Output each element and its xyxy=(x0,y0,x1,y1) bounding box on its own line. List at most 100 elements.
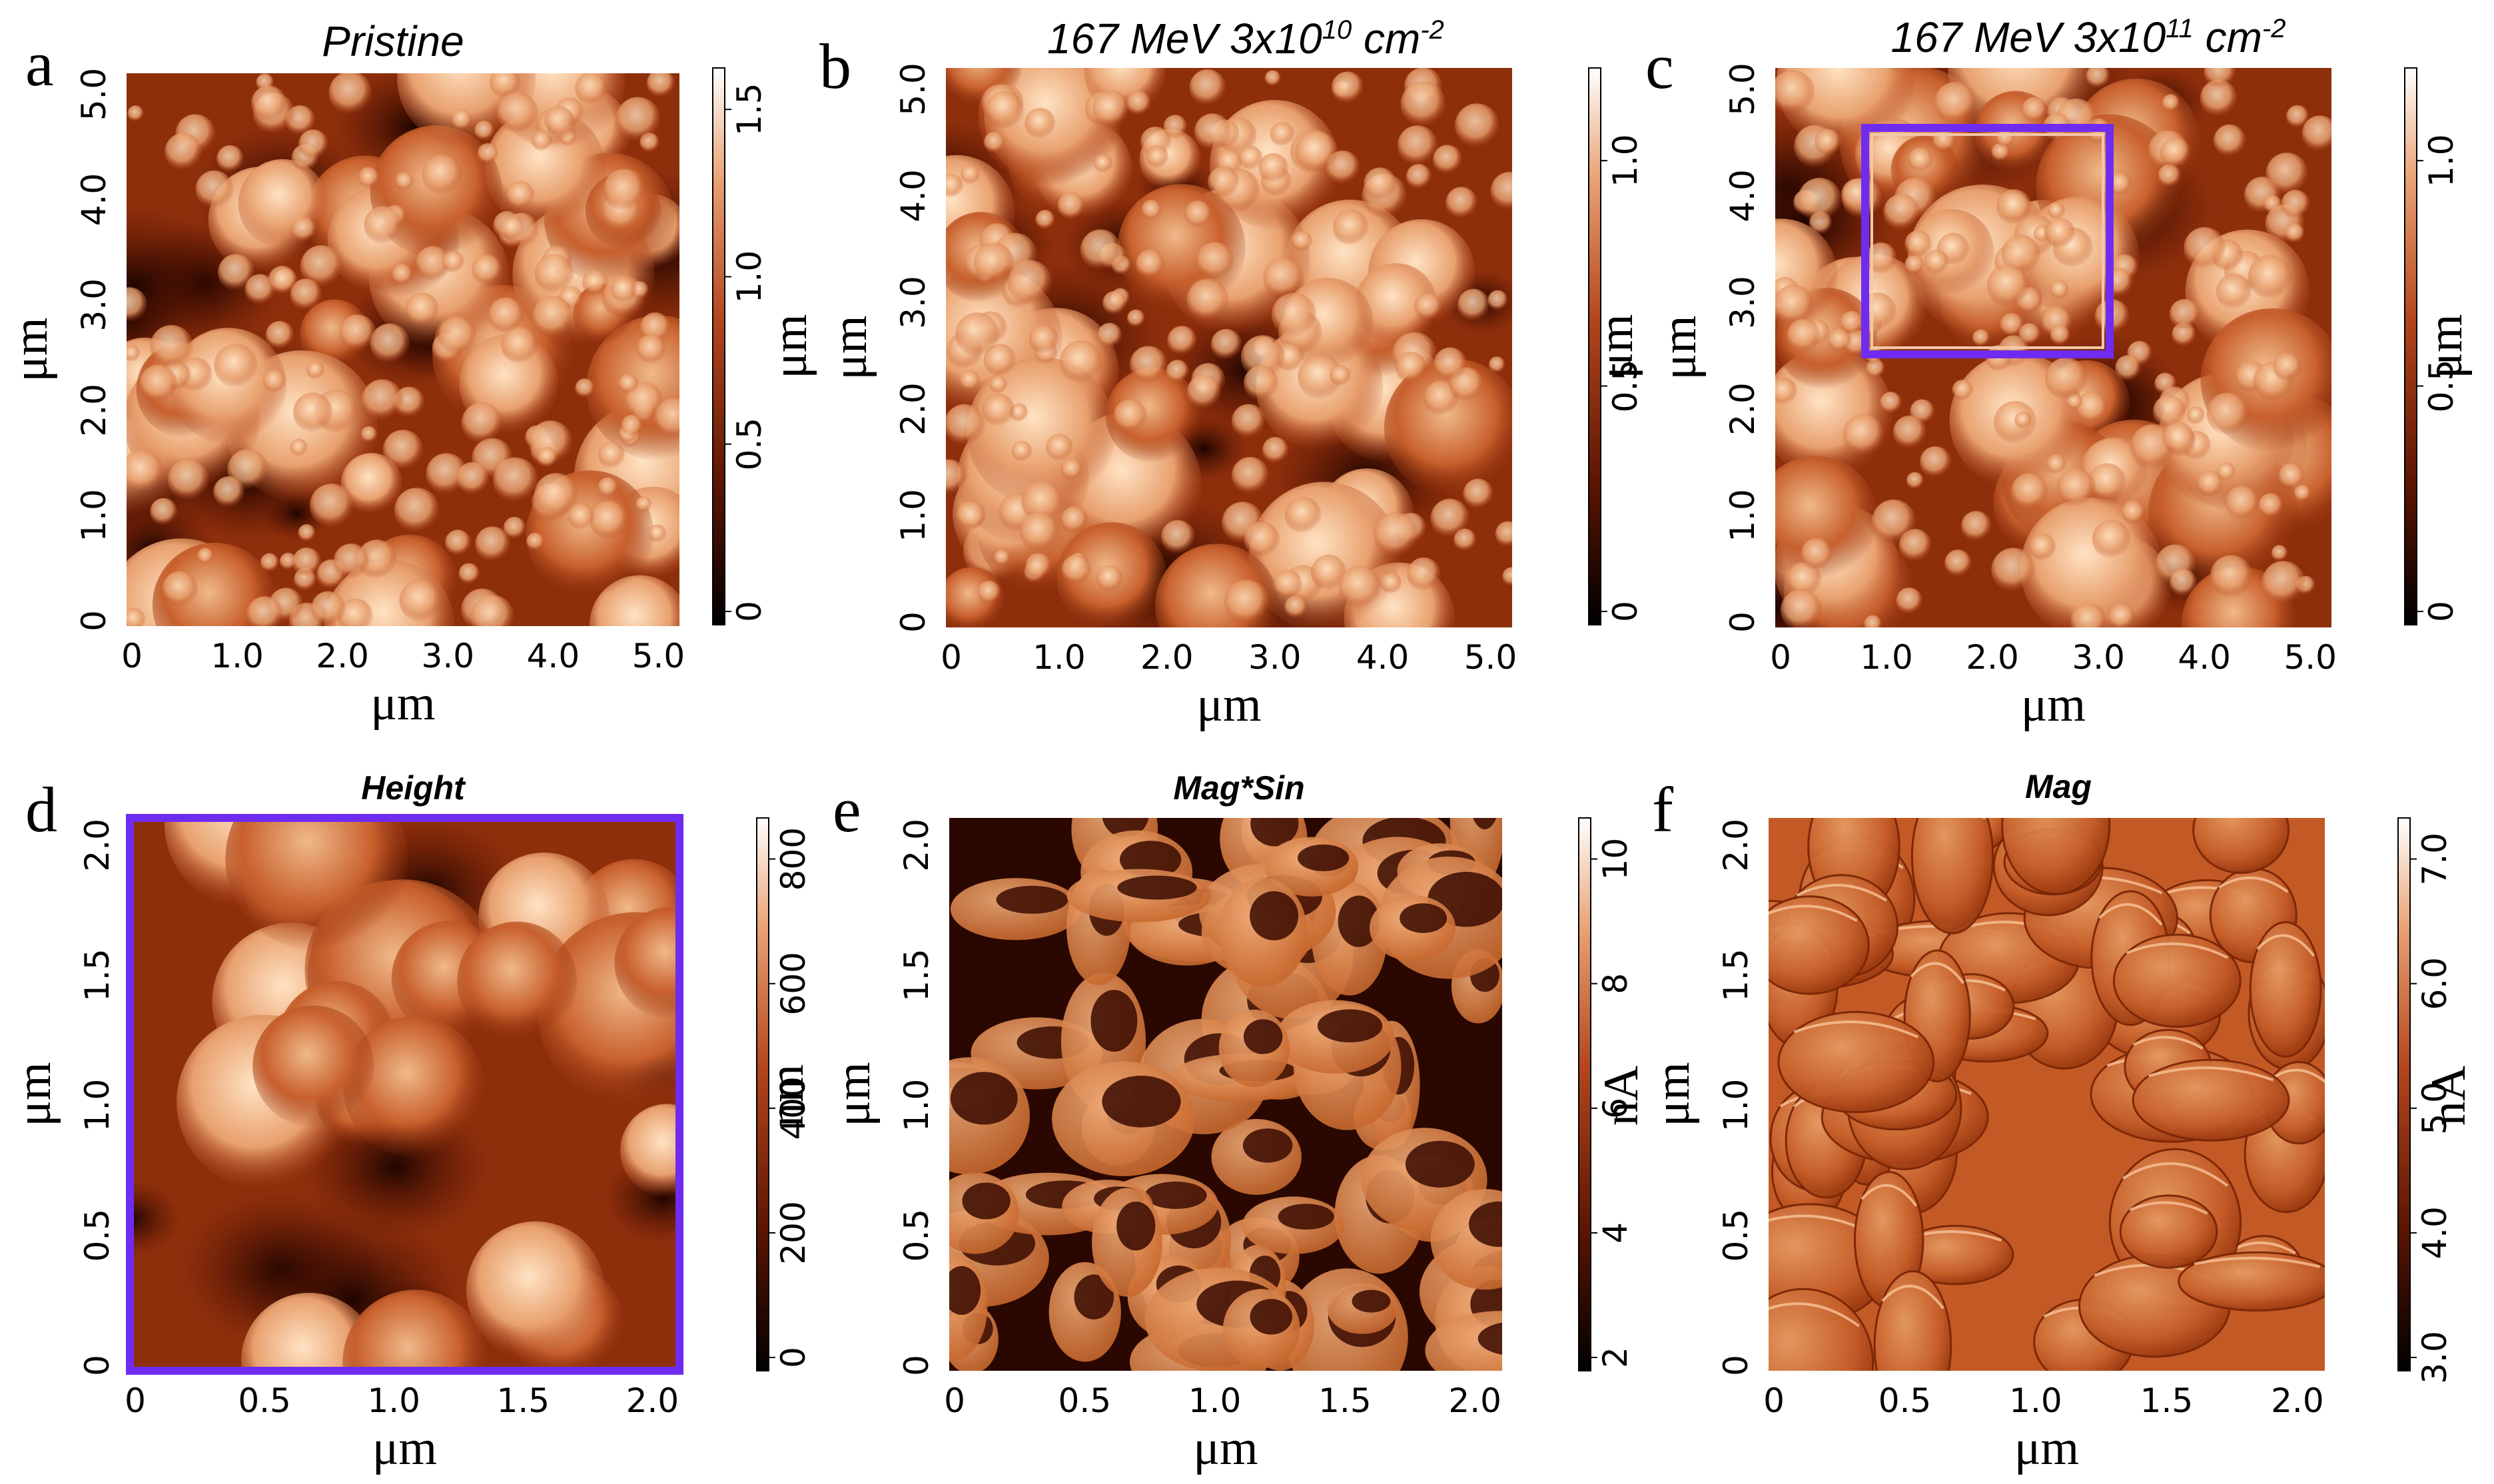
panel-letter: b xyxy=(819,31,851,102)
y-tick-label: 1.5 xyxy=(897,948,936,1002)
y-tick-label: 1.0 xyxy=(1723,489,1762,542)
colorbar-tick-label: 200 xyxy=(774,1201,813,1264)
y-tick-label: 0 xyxy=(78,1355,117,1376)
y-tick-label: 1.0 xyxy=(894,489,933,542)
panel-title: Mag xyxy=(2025,768,2092,805)
zoom-region-inner xyxy=(1870,133,2104,349)
x-axis-label: μm xyxy=(1196,677,1261,732)
colorbar-label: μm xyxy=(1589,314,1643,378)
colorbar-label: nm xyxy=(759,1064,814,1128)
panel-title: Height xyxy=(361,769,466,807)
y-tick-label: 0 xyxy=(75,610,113,631)
x-axis-label: μm xyxy=(2014,1421,2079,1475)
x-tick-label: 2.0 xyxy=(2271,1381,2324,1420)
x-tick-label: 1.5 xyxy=(497,1381,550,1420)
x-tick-label: 0 xyxy=(121,637,143,675)
y-tick-label: 1.5 xyxy=(78,948,117,1002)
colorbar-tick-label: 6 xyxy=(1596,1098,1635,1119)
x-tick-label: 4.0 xyxy=(1356,638,1410,677)
panel-d: d Height 0 0.5 1.0 1.5 2.0 μm 0 0.5 1.0 1.5 2.0 μm 0 20… xyxy=(7,769,814,1475)
x-axis-label: μm xyxy=(1193,1421,1258,1475)
x-axis-label: μm xyxy=(372,1421,437,1475)
x-tick-label: 0 xyxy=(1763,1381,1785,1420)
y-tick-label: 1.0 xyxy=(75,489,113,542)
x-tick-label: 1.0 xyxy=(367,1381,420,1420)
colorbar-label: μm xyxy=(763,314,817,378)
y-tick-label: 2.0 xyxy=(897,819,936,872)
panel-title: 167 MeV 3x1011 cm-2 xyxy=(1891,13,2286,61)
y-tick-label: 4.0 xyxy=(894,169,933,222)
colorbar xyxy=(2404,67,2417,625)
y-tick-label: 5.0 xyxy=(1723,63,1762,116)
y-tick-label: 4.0 xyxy=(1723,169,1762,222)
x-tick-label: 1.0 xyxy=(2009,1381,2062,1420)
x-tick-label: 2.0 xyxy=(316,637,369,675)
colorbar-tick-label: 4 xyxy=(1596,1222,1635,1244)
colorbar xyxy=(712,67,725,625)
x-tick-label: 4.0 xyxy=(2178,638,2231,677)
y-axis-label: μm xyxy=(1652,315,1707,380)
x-tick-label: 0 xyxy=(941,638,962,677)
colorbar-tick-label: 600 xyxy=(774,952,813,1015)
x-tick-label: 2.0 xyxy=(626,1381,679,1420)
y-tick-label: 0.5 xyxy=(78,1209,117,1262)
y-axis-label: μm xyxy=(3,317,58,382)
y-tick-label: 0 xyxy=(1723,611,1762,633)
afm-image xyxy=(130,818,679,1371)
x-tick-label: 2.0 xyxy=(1966,638,2019,677)
x-tick-label: 0.5 xyxy=(1878,1381,1932,1420)
x-axis-label: μm xyxy=(2021,677,2086,732)
colorbar-tick-label: 1.5 xyxy=(730,83,769,136)
y-axis-label: μm xyxy=(1645,1062,1700,1126)
colorbar-tick-label: 5.0 xyxy=(2415,1082,2454,1135)
panel-a: a Pristine 0 1.0 2.0 3.0 4.0 5.0 μm 0 1.0 2.0 3.0 4.0… xyxy=(3,17,817,731)
colorbar-tick-label: 0 xyxy=(2422,601,2461,622)
y-tick-label: 1.5 xyxy=(1717,948,1755,1002)
afm-image xyxy=(127,73,679,626)
colorbar-label: nA xyxy=(1594,1066,1649,1126)
colorbar-tick-label: 8 xyxy=(1596,973,1635,994)
afm-image xyxy=(946,68,1512,627)
panel-title: Pristine xyxy=(322,17,464,65)
x-tick-label: 1.0 xyxy=(1860,638,1913,677)
colorbar-tick-label: 1.0 xyxy=(1606,134,1645,187)
colorbar-tick-label: 0.5 xyxy=(1606,360,1645,413)
y-tick-label: 3.0 xyxy=(75,278,113,332)
panel-c: c 167 MeV 3x1011 cm-2 0 1.0 2.0 3.0 4.0 5.0 μm 0 1… xyxy=(1645,13,2473,732)
panel-e: e Mag*Sin 0 0.5 1.0 1.5 2.0 μm 0 0.5 1.0 1.5 2.0 μm 2 4… xyxy=(826,769,1649,1475)
colorbar xyxy=(1578,817,1591,1371)
y-tick-label: 5.0 xyxy=(75,68,113,121)
y-tick-label: 2.0 xyxy=(1723,382,1762,436)
colorbar-label: μm xyxy=(2418,314,2473,378)
y-tick-label: 0 xyxy=(894,611,933,633)
x-tick-label: 0.5 xyxy=(238,1381,291,1420)
x-tick-label: 5.0 xyxy=(1464,638,1517,677)
afm-image xyxy=(949,818,1502,1371)
panel-b: b 167 MeV 3x1010 cm-2 0 1.0 2.0 3.0 4.0 5.0 μm 0 1… xyxy=(819,15,1645,732)
panel-f: f Mag 0 0.5 1.0 1.5 2.0 μm 0 0.5 1.0 1.5 2.0 μm 3.0 4.0… xyxy=(1645,768,2476,1475)
y-tick-label: 3.0 xyxy=(1723,276,1762,329)
selection-frame xyxy=(126,814,683,1375)
colorbar-tick-label: 4.0 xyxy=(2415,1206,2454,1260)
y-axis-label: μm xyxy=(7,1062,61,1126)
x-tick-label: 1.0 xyxy=(1033,638,1086,677)
colorbar-tick-label: 0 xyxy=(1606,601,1645,622)
x-tick-label: 3.0 xyxy=(422,637,475,675)
panel-title: Mag*Sin xyxy=(1173,769,1304,807)
x-tick-label: 0 xyxy=(944,1381,965,1420)
x-tick-label: 5.0 xyxy=(2284,638,2337,677)
colorbar-label: nA xyxy=(2421,1066,2476,1126)
y-axis-label: μm xyxy=(823,315,877,380)
y-tick-label: 0.5 xyxy=(1717,1209,1755,1262)
y-tick-label: 4.0 xyxy=(75,173,113,226)
x-tick-label: 2.0 xyxy=(1140,638,1194,677)
x-tick-label: 5.0 xyxy=(632,637,685,675)
colorbar-tick-label: 2 xyxy=(1596,1347,1635,1368)
colorbar-tick-label: 0 xyxy=(730,601,769,622)
x-tick-label: 0 xyxy=(125,1381,146,1420)
x-tick-label: 2.0 xyxy=(1448,1381,1501,1420)
colorbar xyxy=(756,817,769,1371)
y-tick-label: 2.0 xyxy=(75,384,113,437)
y-tick-label: 5.0 xyxy=(894,63,933,116)
colorbar-tick-label: 0 xyxy=(774,1347,813,1368)
